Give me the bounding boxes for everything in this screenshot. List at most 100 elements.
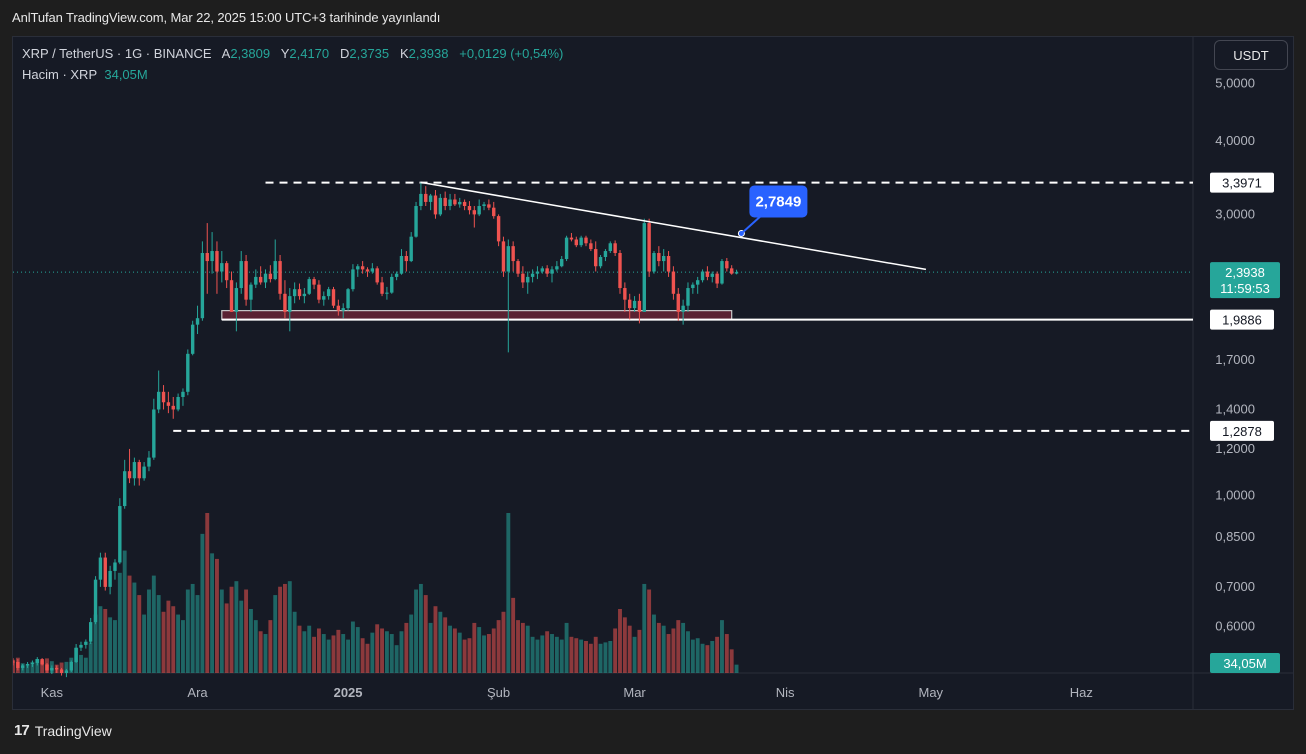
volume-bar bbox=[239, 600, 244, 673]
volume-bar bbox=[491, 628, 496, 673]
candle-body bbox=[336, 305, 341, 311]
candle-body bbox=[477, 206, 481, 215]
candle-body bbox=[234, 288, 239, 312]
candle-body bbox=[487, 204, 491, 208]
volume-bar bbox=[724, 634, 729, 673]
currency-button[interactable]: USDT bbox=[1214, 40, 1288, 70]
candle-body bbox=[540, 268, 544, 272]
candle-body bbox=[623, 288, 627, 300]
volume-bar bbox=[545, 631, 550, 673]
candle-body bbox=[443, 197, 447, 207]
candle-body bbox=[472, 210, 477, 215]
price-chart[interactable]: 2,7849 5,0000 4,0000 3,0000 1,7000 1,4000 1,2… bbox=[13, 37, 1293, 709]
volume-bar bbox=[486, 634, 491, 673]
candle-body bbox=[346, 289, 350, 309]
candle-body bbox=[632, 300, 637, 309]
volume-bar bbox=[181, 620, 185, 673]
volume-bar bbox=[428, 622, 433, 673]
candle-body bbox=[535, 271, 540, 274]
candle-body bbox=[171, 405, 175, 410]
candle-body bbox=[705, 271, 710, 277]
volume-bar bbox=[666, 634, 671, 673]
volume-bar bbox=[472, 622, 477, 673]
volume-bar bbox=[399, 631, 404, 673]
volume-bar bbox=[632, 636, 637, 673]
volume-bar bbox=[268, 620, 273, 673]
candle-body bbox=[273, 261, 277, 280]
volume-bar bbox=[686, 631, 690, 673]
volume-bar bbox=[404, 622, 409, 673]
volume-bar bbox=[569, 636, 574, 673]
candle-body bbox=[50, 667, 54, 671]
volume-bar bbox=[122, 550, 127, 673]
volume-bar bbox=[234, 581, 239, 673]
volume-bar bbox=[535, 639, 540, 673]
candle-body bbox=[268, 273, 273, 280]
candle-body bbox=[734, 272, 739, 274]
volume-bar bbox=[700, 643, 705, 673]
volume-bar bbox=[627, 625, 632, 673]
horizontal-levels bbox=[13, 181, 1193, 432]
volume-bar bbox=[200, 533, 205, 673]
candle-body bbox=[205, 253, 209, 262]
candle-body bbox=[263, 273, 268, 283]
candle-body bbox=[453, 199, 457, 205]
symbol-label[interactable]: XRP / TetherUS · 1G · BINANCE bbox=[22, 46, 212, 61]
candle-body bbox=[652, 253, 656, 272]
candle-body bbox=[16, 661, 20, 668]
candle-body bbox=[351, 269, 355, 290]
volume-bar bbox=[215, 558, 219, 673]
volume-label[interactable]: Hacim · XRP bbox=[22, 67, 98, 82]
tradingview-footer[interactable]: 17 TradingView bbox=[14, 722, 112, 739]
candle-body bbox=[35, 659, 39, 663]
volume-bar bbox=[40, 660, 45, 673]
volume-bar bbox=[520, 622, 525, 673]
candle-body bbox=[467, 206, 472, 211]
candle-body bbox=[613, 243, 617, 254]
candle-body bbox=[103, 557, 107, 587]
candle-body bbox=[428, 195, 433, 202]
close-value: 2,3938 bbox=[408, 46, 449, 61]
candle-body bbox=[506, 246, 511, 272]
volume-bar bbox=[219, 589, 224, 673]
volume-bar bbox=[132, 582, 137, 673]
candle-body bbox=[424, 193, 428, 202]
volume-bar bbox=[603, 642, 608, 673]
candle-body bbox=[642, 223, 646, 312]
volume-bar bbox=[656, 622, 661, 673]
volume-bar bbox=[506, 513, 511, 673]
volume-bar bbox=[637, 629, 642, 673]
time-tick-label: Ara bbox=[187, 685, 208, 700]
candle-body bbox=[127, 471, 132, 479]
candle-body bbox=[161, 391, 166, 403]
volume-bar bbox=[35, 659, 40, 673]
volume-bar bbox=[715, 636, 720, 673]
candle-body bbox=[419, 193, 423, 207]
time-tick-label: 2025 bbox=[334, 685, 363, 700]
candle-body bbox=[564, 237, 569, 260]
volume-bar bbox=[418, 583, 423, 673]
price-tick-label: 5,0000 bbox=[1215, 76, 1255, 91]
level-label-box bbox=[1210, 309, 1274, 330]
last-price-countdown: 11:59:53 bbox=[1220, 281, 1270, 296]
volume-bar bbox=[292, 611, 297, 673]
candle-body bbox=[312, 279, 316, 285]
time-tick-label: May bbox=[918, 685, 943, 700]
volume-bar bbox=[671, 628, 676, 673]
candle-body bbox=[288, 296, 292, 312]
volume-bar bbox=[147, 589, 151, 673]
volume-bar bbox=[540, 635, 545, 673]
callout-pointer bbox=[740, 214, 763, 235]
candle-body bbox=[628, 299, 632, 309]
volume-bar bbox=[554, 636, 559, 673]
volume-bar bbox=[613, 628, 618, 673]
open-label: A bbox=[221, 46, 231, 61]
volume-bar bbox=[316, 628, 321, 673]
candle-body bbox=[409, 236, 413, 262]
volume-bar bbox=[433, 606, 438, 673]
volume-bar bbox=[307, 625, 312, 673]
candle-body bbox=[249, 284, 253, 300]
volume-bar bbox=[263, 634, 268, 673]
candle-body bbox=[569, 237, 574, 240]
volume-bar bbox=[321, 634, 326, 673]
